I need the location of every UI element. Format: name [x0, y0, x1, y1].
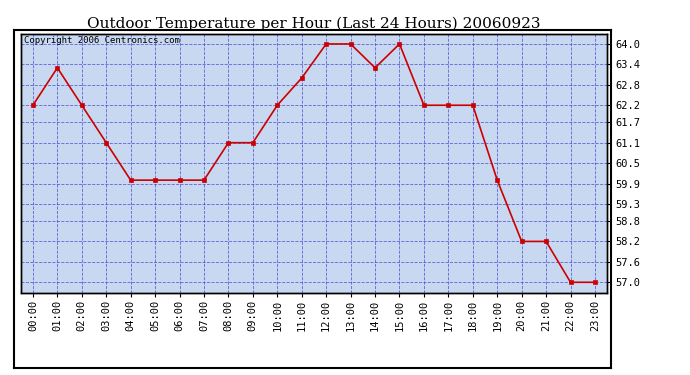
- Text: Outdoor Temperature per Hour (Last 24 Hours) 20060923: Outdoor Temperature per Hour (Last 24 Ho…: [87, 17, 541, 31]
- Text: Copyright 2006 Centronics.com: Copyright 2006 Centronics.com: [23, 36, 179, 45]
